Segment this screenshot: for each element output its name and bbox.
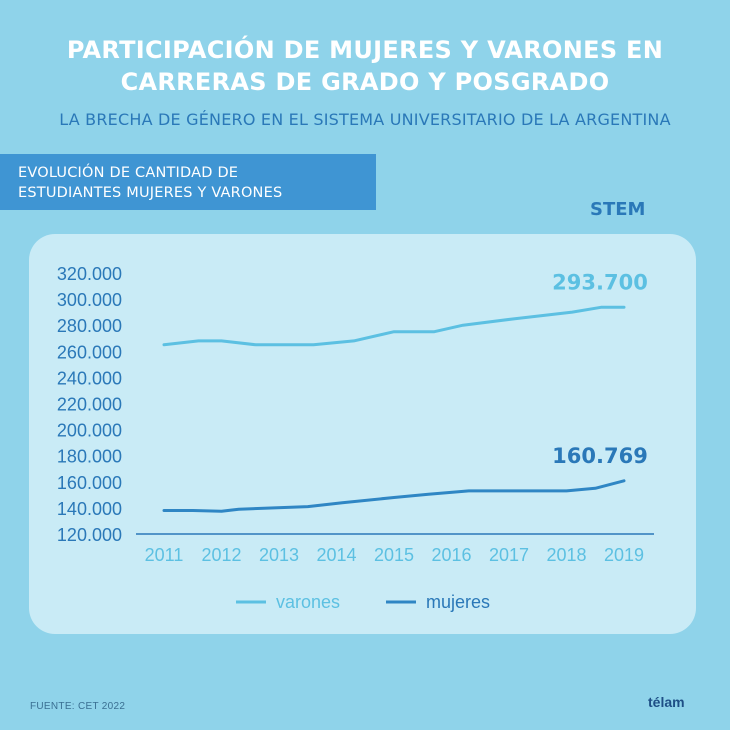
series-group — [162, 305, 626, 513]
legend-label-varones: varones — [276, 592, 340, 612]
x-axis-ticks: 2011 2012 2013 2014 2015 2016 2017 2018 2019 — [145, 545, 644, 565]
y-tick-label: 260.000 — [57, 342, 122, 362]
y-tick-label: 300.000 — [57, 290, 122, 310]
x-tick-label: 2013 — [259, 545, 299, 565]
y-tick-label: 120.000 — [57, 525, 122, 545]
x-tick-label: 2018 — [546, 545, 586, 565]
y-tick-label: 220.000 — [57, 395, 122, 415]
category-label: STEM — [590, 199, 646, 220]
page-subtitle: LA BRECHA DE GÉNERO EN EL SISTEMA UNIVER… — [59, 110, 671, 129]
y-tick-label: 200.000 — [57, 421, 122, 441]
x-tick-label: 2017 — [489, 545, 529, 565]
series-line-mujeres — [162, 479, 626, 513]
x-tick-label: 2016 — [431, 545, 471, 565]
end-labels: 293.700 160.769 — [552, 270, 648, 467]
x-tick-label: 2012 — [201, 545, 241, 565]
title-line-2: CARRERAS DE GRADO Y POSGRADO — [120, 68, 610, 96]
end-value-label-varones: 293.700 — [552, 270, 648, 294]
end-value-label-mujeres: 160.769 — [552, 444, 648, 468]
y-tick-label: 140.000 — [57, 499, 122, 519]
source-note: FUENTE: CET 2022 — [30, 701, 126, 712]
legend-label-mujeres: mujeres — [426, 592, 490, 612]
section-banner: EVOLUCIÓN DE CANTIDAD DE ESTUDIANTES MUJ… — [0, 154, 376, 210]
x-tick-label: 2015 — [374, 545, 414, 565]
y-tick-label: 160.000 — [57, 473, 122, 493]
x-tick-label: 2011 — [145, 545, 184, 565]
chart-panel — [29, 234, 696, 634]
y-tick-label: 320.000 — [57, 264, 122, 284]
section-line-1: EVOLUCIÓN DE CANTIDAD DE — [18, 165, 239, 181]
x-tick-label: 2019 — [604, 545, 644, 565]
series-line-varones — [162, 305, 626, 347]
x-tick-label: 2014 — [316, 545, 356, 565]
section-line-2: ESTUDIANTES MUJERES Y VARONES — [18, 185, 283, 201]
y-tick-label: 240.000 — [57, 368, 122, 388]
title-line-1: PARTICIPACIÓN DE MUJERES Y VARONES EN — [66, 36, 664, 64]
y-axis-ticks: 320.000 300.000 280.000 260.000 240.000 220.0… — [57, 264, 122, 545]
legend: varones mujeres — [236, 592, 490, 612]
y-tick-label: 280.000 — [57, 316, 122, 336]
page-title: PARTICIPACIÓN DE MUJERES Y VARONES EN CA… — [0, 34, 730, 98]
y-tick-label: 180.000 — [57, 447, 122, 467]
telam-logo: télam — [648, 694, 685, 710]
